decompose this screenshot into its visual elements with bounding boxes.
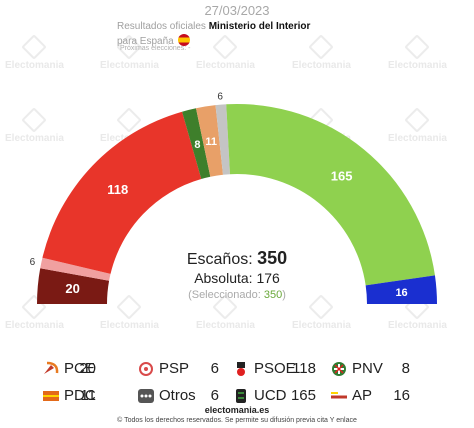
majority-value: 176: [256, 270, 280, 286]
psoe-fist-rose-icon: [232, 361, 250, 377]
segment-label-ucd: 165: [331, 168, 353, 183]
segment-label-psoe: 118: [107, 182, 128, 197]
hemicycle-labels: 20 6 118 8 11 6 165 16: [30, 92, 408, 299]
scope-text: para España: [117, 36, 174, 47]
legend-value-psp: 6: [210, 360, 219, 377]
seats-label: Escaños:: [186, 251, 253, 268]
segment-psoe[interactable]: [42, 111, 202, 274]
legend-value-pdc: 11: [80, 387, 96, 404]
seats-total: 350: [257, 248, 288, 268]
legend-value-pce: 20: [79, 360, 96, 377]
ucd-logo-icon: [232, 388, 250, 404]
legend-item-otros[interactable]: Otros: [137, 387, 196, 404]
segment-pce[interactable]: [37, 268, 110, 304]
otros-dots-icon: [137, 388, 155, 404]
legend-item-pdc[interactable]: PDC: [42, 387, 96, 404]
pdc-flag-icon: [42, 388, 60, 404]
legend-value-ap: 16: [393, 387, 410, 404]
segment-pnv[interactable]: [196, 105, 224, 177]
legend-value-pnv: 8: [401, 360, 410, 377]
segment-label-pdc: 8: [194, 139, 200, 151]
majority-label: Absoluta:: [194, 270, 253, 286]
source-prefix: Resultados oficiales: [117, 21, 206, 32]
legend-value-otros: 6: [210, 387, 219, 404]
spain-flag-icon: [177, 34, 190, 46]
legend-label: PDC: [64, 387, 96, 404]
pnv-ikurrina-icon: [330, 361, 348, 377]
legend-item-pce[interactable]: PCE: [42, 360, 95, 377]
footer-site: electomania.es: [204, 405, 270, 415]
legend-item-ap[interactable]: AP: [330, 387, 372, 404]
selected-open: (Seleccionado:: [188, 289, 261, 301]
legend-label: Otros: [159, 387, 196, 404]
pce-hammer-sickle-icon: [42, 361, 60, 377]
segment-otros[interactable]: [215, 104, 231, 175]
scope-line: para España: [117, 34, 190, 47]
legend-label: PCE: [64, 360, 95, 377]
selected-line: (Seleccionado: 350): [137, 289, 337, 301]
segment-label-pnv: 11: [205, 136, 217, 148]
legend-item-ucd[interactable]: UCD: [232, 387, 287, 404]
footer-rights: © Todos los derechos reservados. Se perm…: [117, 417, 357, 424]
legend-label: AP: [352, 387, 373, 404]
ap-logo-icon: [330, 388, 348, 404]
segment-label-pce: 20: [65, 281, 79, 296]
selected-value: 350: [263, 289, 283, 301]
hemicycle-segments: [37, 104, 437, 304]
legend-value-psoe: 118: [292, 360, 316, 377]
legend-item-pnv[interactable]: PNV: [330, 360, 383, 377]
seat-summary: Escaños: 350 Absoluta: 176 (Seleccionado…: [137, 248, 337, 301]
segment-ucd[interactable]: [226, 104, 435, 286]
segment-label-ap: 16: [395, 287, 407, 299]
legend-label: PSOE: [254, 360, 296, 377]
legend-label: PSP: [159, 360, 190, 377]
segment-ap[interactable]: [365, 275, 437, 304]
result-date: 27/03/2023: [204, 3, 270, 18]
selected-close: ): [282, 289, 286, 301]
next-elections: Próximas elecciones: -: [120, 45, 191, 52]
segment-label-otros: 6: [217, 92, 223, 103]
segment-label-psp: 6: [30, 257, 36, 268]
seats-line: Escaños: 350: [137, 248, 337, 269]
segment-pdc[interactable]: [182, 108, 211, 180]
legend-label: UCD: [254, 387, 287, 404]
legend-item-psoe[interactable]: PSOE: [232, 360, 296, 377]
segment-psp[interactable]: [40, 257, 111, 281]
legend-item-psp[interactable]: PSP: [137, 360, 189, 377]
source-line: Resultados oficiales Ministerio del Inte…: [117, 21, 310, 32]
psp-rose-icon: [137, 361, 155, 377]
source-name: Ministerio del Interior: [208, 21, 311, 32]
majority-line: Absoluta: 176: [137, 270, 337, 286]
legend-value-ucd: 165: [290, 387, 316, 404]
legend-label: PNV: [352, 360, 383, 377]
